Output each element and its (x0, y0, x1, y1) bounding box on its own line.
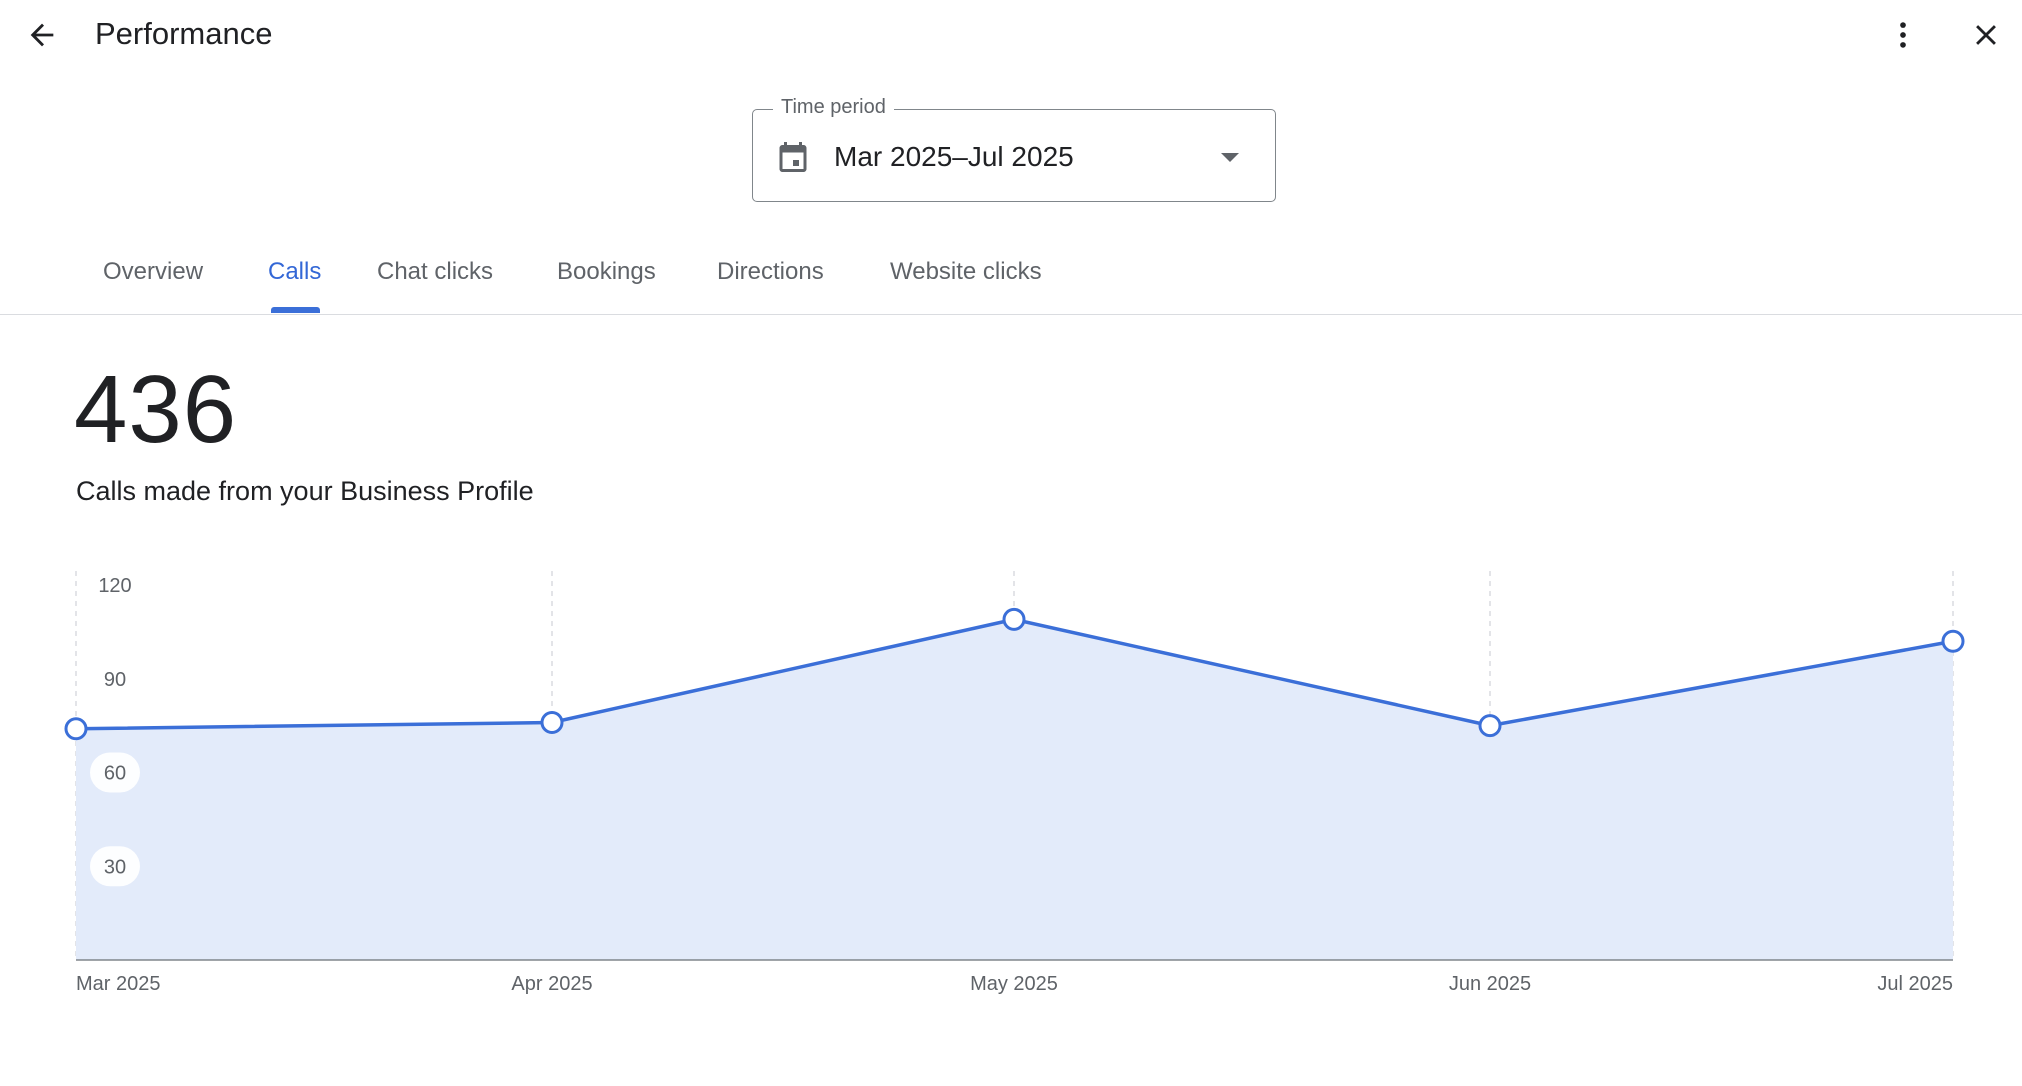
tab-bookings[interactable]: Bookings (557, 258, 656, 285)
active-tab-indicator (271, 307, 320, 313)
x-tick-label: May 2025 (970, 973, 1058, 995)
data-point[interactable] (64, 717, 88, 741)
y-tick: 60 (90, 752, 140, 793)
tab-calls[interactable]: Calls (268, 258, 322, 285)
calendar-icon (779, 142, 807, 172)
time-period-select[interactable]: Time period Mar 2025–Jul 2025 (752, 96, 1276, 202)
more-options-button[interactable] (1879, 11, 1927, 59)
y-tick-label: 120 (98, 575, 131, 597)
x-tick-label: Jun 2025 (1449, 973, 1531, 995)
metric-total-calls: 436 (74, 356, 238, 463)
back-button[interactable] (18, 11, 66, 59)
x-tick-label: Jul 2025 (1877, 973, 1953, 995)
tab-directions[interactable]: Directions (717, 258, 824, 285)
y-tick-label: 30 (104, 856, 126, 878)
dropdown-arrow-icon (1221, 153, 1239, 162)
data-point[interactable] (1941, 629, 1965, 653)
metric-caption: Calls made from your Business Profile (76, 476, 534, 506)
tab-overview[interactable]: Overview (103, 258, 204, 285)
tab-bar: Overview Calls Chat clicks Bookings Dire… (0, 240, 2022, 315)
data-point[interactable] (1478, 714, 1502, 738)
y-tick: 120 (98, 575, 131, 597)
y-tick: 30 (90, 846, 140, 887)
x-tick-label: Mar 2025 (76, 973, 161, 995)
time-period-value: Mar 2025–Jul 2025 (834, 141, 1074, 172)
close-icon (1976, 25, 1996, 45)
calls-chart: 120 90 60 30 Mar 2025 Apr 2025 May 2025 Jun 202… (0, 560, 2022, 1010)
close-button[interactable] (1962, 11, 2010, 59)
header: Performance (0, 0, 2022, 70)
page-title: Performance (95, 16, 273, 51)
y-tick-label: 60 (104, 763, 126, 785)
time-period-label: Time period (773, 96, 894, 119)
data-point[interactable] (540, 711, 564, 734)
x-tick-label: Apr 2025 (511, 973, 592, 995)
series-area (76, 619, 1953, 960)
more-vert-icon (1900, 22, 1906, 48)
y-tick-label: 90 (104, 669, 126, 691)
calls-line-chart: 120 90 60 30 Mar 2025 Apr 2025 May 2025 Jun 202… (64, 571, 1965, 995)
tab-chat-clicks[interactable]: Chat clicks (377, 258, 494, 285)
tab-website-clicks[interactable]: Website clicks (890, 258, 1042, 285)
data-point[interactable] (1002, 607, 1026, 631)
y-tick: 90 (104, 669, 126, 691)
arrow-back-icon (30, 23, 54, 47)
